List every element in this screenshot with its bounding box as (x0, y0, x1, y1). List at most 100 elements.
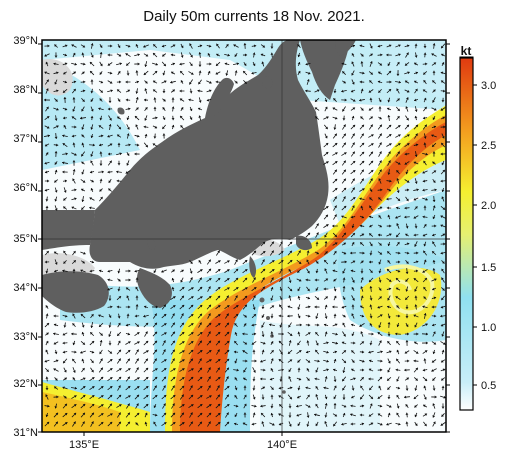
current-arrow-head (125, 171, 129, 174)
current-arrow-head (405, 97, 409, 100)
current-arrow-head (324, 135, 328, 139)
current-arrow-head (334, 234, 337, 237)
current-arrow-head (82, 342, 85, 345)
current-arrow-head (81, 161, 84, 165)
current-arrow-head (362, 188, 365, 191)
current-arrow-head (99, 98, 103, 101)
current-arrow-head (324, 415, 328, 418)
current-arrow-head (63, 250, 66, 254)
current-arrow-head (333, 90, 337, 94)
current-arrow-head (226, 421, 230, 425)
current-arrow-head (396, 358, 399, 362)
current-arrow-head (180, 115, 183, 119)
current-arrow-head (324, 376, 328, 379)
current-arrow-head (377, 233, 381, 237)
current-arrow-head (387, 63, 391, 66)
current-vector-arrows (44, 43, 446, 427)
current-arrow-head (261, 325, 264, 328)
current-arrow-head (208, 268, 212, 272)
current-arrow-head (153, 421, 156, 425)
current-arrow-head (100, 367, 103, 371)
current-arrow-head (270, 341, 274, 344)
current-arrow-head (334, 205, 337, 208)
current-arrow-head (431, 134, 434, 138)
current-arrow-head (441, 196, 445, 199)
current-arrow-head (342, 71, 345, 74)
current-arrow-head (81, 325, 85, 328)
current-arrow-head (153, 136, 157, 139)
current-arrow-head (343, 80, 346, 84)
current-arrow-head (54, 136, 58, 139)
current-arrow-head (71, 206, 75, 210)
current-arrow-head (109, 421, 113, 425)
current-arrow-head (208, 350, 212, 353)
current-arrow-head (433, 170, 437, 173)
current-arrow-head (425, 62, 428, 66)
current-arrow-head (416, 332, 419, 336)
current-arrow-head (351, 388, 355, 391)
current-arrow-head (415, 133, 418, 136)
current-arrow-head (443, 395, 446, 399)
current-arrow-head (396, 223, 400, 226)
current-arrow-head (90, 160, 93, 164)
current-arrow-head (380, 350, 383, 354)
current-arrow-head (217, 367, 220, 371)
current-arrow-head (45, 205, 49, 208)
current-arrow-head (137, 53, 140, 57)
current-arrow-head (236, 368, 239, 372)
current-arrow-head (127, 89, 130, 93)
current-arrow-head (99, 188, 102, 192)
lat-label: 31°N (13, 427, 38, 439)
current-arrow-head (398, 314, 401, 318)
current-arrow-head (434, 278, 437, 282)
current-arrow-head (63, 360, 66, 364)
current-arrow-head (199, 376, 203, 380)
current-arrow-head (279, 325, 283, 328)
current-arrow-head (190, 314, 194, 317)
current-arrow-head (136, 412, 140, 416)
current-arrow-head (289, 359, 293, 362)
current-arrow-head (73, 421, 76, 424)
current-arrow-head (404, 215, 407, 219)
current-arrow-head (119, 152, 122, 156)
current-arrow-head (99, 143, 102, 147)
current-arrow-head (406, 89, 410, 93)
current-arrow-head (172, 331, 175, 335)
current-arrow-head (217, 250, 220, 253)
current-arrow-head (405, 388, 409, 391)
current-arrow-head (189, 271, 193, 274)
current-arrow-head (117, 99, 121, 102)
current-arrow-head (432, 144, 435, 147)
current-arrow-head (361, 404, 365, 408)
current-arrow-head (181, 377, 185, 380)
current-arrow-head (442, 368, 446, 372)
current-arrow-head (359, 44, 363, 48)
current-arrow-head (117, 316, 121, 319)
current-arrow-head (333, 251, 337, 254)
current-arrow-head (316, 232, 319, 235)
current-arrow-head (127, 412, 130, 416)
current-arrow-head (341, 341, 345, 345)
current-arrow-head (64, 403, 67, 407)
current-arrow-head (63, 261, 66, 264)
current-arrow-head (182, 368, 185, 371)
current-arrow-head (128, 341, 131, 344)
current-arrow-head (315, 116, 318, 119)
current-arrow-head (361, 422, 365, 426)
current-arrow-head (315, 270, 319, 274)
current-arrow-head (370, 178, 373, 181)
current-arrow-head (269, 323, 272, 327)
current-arrow-head (442, 261, 445, 264)
current-arrow-head (252, 379, 256, 382)
current-arrow-head (334, 242, 338, 245)
current-arrow-head (100, 376, 104, 380)
current-arrow-head (74, 197, 77, 201)
current-arrow-head (405, 307, 409, 310)
current-arrow-head (173, 368, 176, 371)
current-arrow-head (368, 368, 372, 372)
current-arrow-head (144, 133, 148, 137)
current-arrow-head (361, 260, 364, 264)
current-arrow-head (441, 100, 445, 103)
lat-label: 33°N (13, 331, 38, 343)
current-arrow-head (441, 45, 444, 49)
